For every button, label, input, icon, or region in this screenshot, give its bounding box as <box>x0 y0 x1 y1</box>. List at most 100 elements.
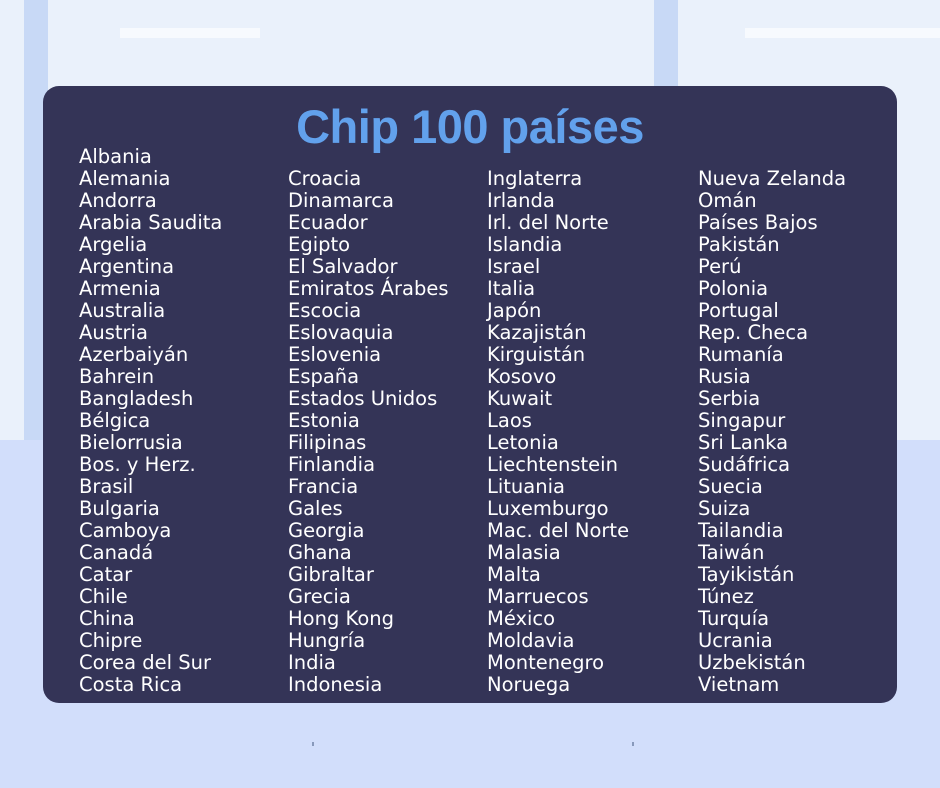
country-item: Japón <box>487 299 542 322</box>
background-beam <box>120 28 260 38</box>
country-item: Moldavia <box>487 629 575 652</box>
country-item: Grecia <box>288 585 351 608</box>
country-item: Uzbekistán <box>698 651 806 674</box>
country-item: Noruega <box>487 673 571 696</box>
country-item: Marruecos <box>487 585 589 608</box>
country-item: Brasil <box>79 475 134 498</box>
country-item: México <box>487 607 556 630</box>
country-item: Vietnam <box>698 673 780 696</box>
country-item: Turquía <box>698 607 770 630</box>
country-item: Sudáfrica <box>698 453 791 476</box>
country-item: Irl. del Norte <box>487 211 609 234</box>
country-item: Costa Rica <box>79 673 183 696</box>
country-item: Argentina <box>79 255 175 278</box>
country-item: Estonia <box>288 409 360 432</box>
country-item: Singapur <box>698 409 786 432</box>
country-item: Bos. y Herz. <box>79 453 196 476</box>
country-item: Montenegro <box>487 651 605 674</box>
page-title: Chip 100 países <box>296 100 644 153</box>
country-item: El Salvador <box>288 255 398 278</box>
country-list-card <box>43 86 897 703</box>
country-item: Polonia <box>698 277 769 300</box>
country-item: Albania <box>79 145 152 168</box>
country-item: Chile <box>79 585 128 608</box>
country-item: Hungría <box>288 629 366 652</box>
country-item: Rep. Checa <box>698 321 809 344</box>
country-item: Gales <box>288 497 343 520</box>
country-item: Mac. del Norte <box>487 519 630 542</box>
country-item: Nueva Zelanda <box>698 167 847 190</box>
country-item: Sri Lanka <box>698 431 789 454</box>
country-item: Suecia <box>698 475 763 498</box>
country-item: Canadá <box>79 541 154 564</box>
country-item: Malasia <box>487 541 561 564</box>
country-item: Kuwait <box>487 387 553 410</box>
country-item: Kirguistán <box>487 343 586 366</box>
country-item: Indonesia <box>288 673 383 696</box>
country-item: Francia <box>288 475 359 498</box>
country-item: Inglaterra <box>487 167 583 190</box>
country-item: Islandia <box>487 233 563 256</box>
country-item: Gibraltar <box>288 563 374 586</box>
country-item: Georgia <box>288 519 365 542</box>
country-item: Malta <box>487 563 541 586</box>
country-item: Ucrania <box>698 629 773 652</box>
country-item: Bielorrusia <box>79 431 183 454</box>
country-item: Egipto <box>288 233 351 256</box>
country-item: Perú <box>698 255 742 278</box>
country-item: Corea del Sur <box>79 651 212 674</box>
country-item: Hong Kong <box>288 607 395 630</box>
country-item: Israel <box>487 255 541 278</box>
country-item: Omán <box>698 189 757 212</box>
country-item: Lituania <box>487 475 565 498</box>
country-item: Irlanda <box>487 189 555 212</box>
country-item: China <box>79 607 135 630</box>
country-item: Eslovaquia <box>288 321 394 344</box>
country-item: Rusia <box>698 365 751 388</box>
country-item: Portugal <box>698 299 779 322</box>
country-item: Arabia Saudita <box>79 211 223 234</box>
country-column-3: Inglaterra Irlanda Irl. del Norte Islandia I… <box>487 146 629 696</box>
country-column-2: Croacia Dinamarca Ecuador Egipto El Salvador… <box>288 146 448 696</box>
background-beam <box>745 28 940 38</box>
country-item: Italia <box>487 277 536 300</box>
country-item: Rumanía <box>698 343 784 366</box>
country-item: Bangladesh <box>79 387 194 410</box>
country-item: Australia <box>79 299 166 322</box>
decor-dot <box>312 742 314 746</box>
country-item: Taiwán <box>698 541 765 564</box>
country-item: Laos <box>487 409 532 432</box>
country-item: Croacia <box>288 167 362 190</box>
country-item: Andorra <box>79 189 157 212</box>
country-item: Catar <box>79 563 133 586</box>
country-item: Emiratos Árabes <box>288 277 449 300</box>
country-item: Austria <box>79 321 148 344</box>
country-item: Dinamarca <box>288 189 394 212</box>
country-item: Escocia <box>288 299 362 322</box>
country-column-4: Nueva Zelanda Omán Países Bajos Pakistán Per… <box>698 146 846 696</box>
country-item: Ghana <box>288 541 352 564</box>
country-item: Bulgaria <box>79 497 160 520</box>
country-item: Kosovo <box>487 365 557 388</box>
country-item: Argelia <box>79 233 148 256</box>
country-item: Eslovenia <box>288 343 382 366</box>
country-item: Tailandia <box>698 519 784 542</box>
country-item: Alemania <box>79 167 171 190</box>
country-item: Ecuador <box>288 211 368 234</box>
country-item: Serbia <box>698 387 761 410</box>
country-item: Suiza <box>698 497 751 520</box>
country-item: Países Bajos <box>698 211 818 234</box>
country-item: Filipinas <box>288 431 367 454</box>
country-item: Camboya <box>79 519 172 542</box>
decor-dot <box>632 742 634 746</box>
country-item: Túnez <box>698 585 754 608</box>
country-item: Letonia <box>487 431 559 454</box>
country-item: Finlandia <box>288 453 376 476</box>
country-item: Tayikistán <box>698 563 795 586</box>
country-item: Estados Unidos <box>288 387 438 410</box>
country-item: Kazajistán <box>487 321 587 344</box>
country-item: España <box>288 365 360 388</box>
country-item: Luxemburgo <box>487 497 609 520</box>
country-column-1: Albania Alemania Andorra Arabia Saudita Arge… <box>79 146 222 696</box>
country-item: India <box>288 651 336 674</box>
